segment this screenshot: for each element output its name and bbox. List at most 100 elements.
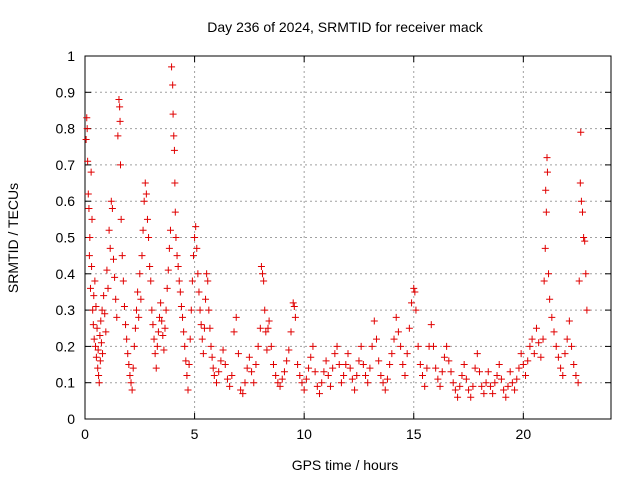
data-point xyxy=(186,335,194,343)
data-point xyxy=(394,328,402,336)
data-point xyxy=(577,128,585,136)
data-point xyxy=(149,321,157,329)
data-point xyxy=(269,361,277,369)
data-point xyxy=(355,357,363,365)
data-point xyxy=(118,252,126,260)
data-point xyxy=(513,375,521,383)
data-point xyxy=(180,328,188,336)
data-point xyxy=(89,321,97,329)
y-tick-label: 0.2 xyxy=(56,338,76,354)
data-point xyxy=(170,146,178,154)
data-point xyxy=(104,284,112,292)
data-point xyxy=(344,350,352,358)
data-point xyxy=(405,324,413,332)
data-point xyxy=(159,332,167,340)
data-point xyxy=(401,371,409,379)
data-point xyxy=(390,335,398,343)
data-point xyxy=(302,375,310,383)
data-point xyxy=(519,361,527,369)
data-point xyxy=(541,244,549,252)
data-point xyxy=(221,361,229,369)
data-point xyxy=(504,382,512,390)
data-point xyxy=(353,371,361,379)
data-point xyxy=(108,204,116,212)
data-point xyxy=(440,353,448,361)
data-point xyxy=(148,306,156,314)
data-point xyxy=(577,197,585,205)
data-point xyxy=(370,317,378,325)
data-point xyxy=(171,208,179,216)
data-point xyxy=(94,364,102,372)
data-point xyxy=(300,386,308,394)
y-tick-label: 0.4 xyxy=(56,266,76,282)
data-point xyxy=(311,368,319,376)
data-point xyxy=(122,321,130,329)
data-point xyxy=(403,350,411,358)
data-point xyxy=(397,342,405,350)
data-point xyxy=(467,393,475,401)
data-point xyxy=(561,350,569,358)
data-point xyxy=(83,125,91,133)
data-point xyxy=(552,342,560,350)
data-point xyxy=(140,197,148,205)
data-point xyxy=(399,361,407,369)
data-point xyxy=(508,379,516,387)
y-axis-label: SRMTID / TECUs xyxy=(5,183,21,293)
y-tick-label: 0.7 xyxy=(56,157,76,173)
data-point xyxy=(458,371,466,379)
data-point xyxy=(313,382,321,390)
data-point xyxy=(173,252,181,260)
data-point xyxy=(99,350,107,358)
data-point xyxy=(264,324,272,332)
data-point xyxy=(322,357,330,365)
data-point xyxy=(383,375,391,383)
data-point xyxy=(482,379,490,387)
data-point xyxy=(438,368,446,376)
data-point xyxy=(335,361,343,369)
data-point xyxy=(250,379,258,387)
data-point xyxy=(305,364,313,372)
data-point xyxy=(539,335,547,343)
data-point xyxy=(97,317,105,325)
data-point xyxy=(267,342,275,350)
data-point xyxy=(381,386,389,394)
data-point xyxy=(91,277,99,285)
data-point xyxy=(543,168,551,176)
data-point xyxy=(88,263,96,271)
data-point xyxy=(215,368,223,376)
data-point xyxy=(462,375,470,383)
y-tick-label: 0.9 xyxy=(56,84,76,100)
data-point xyxy=(289,299,297,307)
data-point xyxy=(543,154,551,162)
data-point xyxy=(92,353,100,361)
data-point xyxy=(342,361,350,369)
data-point xyxy=(298,379,306,387)
data-point xyxy=(291,313,299,321)
data-point xyxy=(165,244,173,252)
data-point xyxy=(307,353,315,361)
data-point xyxy=(128,386,136,394)
x-tick-label: 15 xyxy=(406,426,422,442)
data-point xyxy=(260,277,268,285)
data-point xyxy=(162,306,170,314)
data-point xyxy=(256,324,264,332)
data-point xyxy=(423,364,431,372)
data-point xyxy=(112,295,120,303)
data-point xyxy=(164,266,172,274)
data-point xyxy=(188,277,196,285)
data-point xyxy=(135,313,143,321)
data-point xyxy=(177,302,185,310)
data-point xyxy=(92,302,100,310)
data-point xyxy=(265,317,273,325)
data-point xyxy=(131,324,139,332)
data-point xyxy=(197,321,205,329)
data-point xyxy=(257,263,265,271)
data-point xyxy=(137,295,145,303)
data-point xyxy=(443,342,451,350)
data-point xyxy=(120,302,128,310)
data-point xyxy=(82,135,90,143)
data-point xyxy=(460,361,468,369)
data-point xyxy=(478,382,486,390)
data-point xyxy=(392,313,400,321)
data-point xyxy=(449,379,457,387)
